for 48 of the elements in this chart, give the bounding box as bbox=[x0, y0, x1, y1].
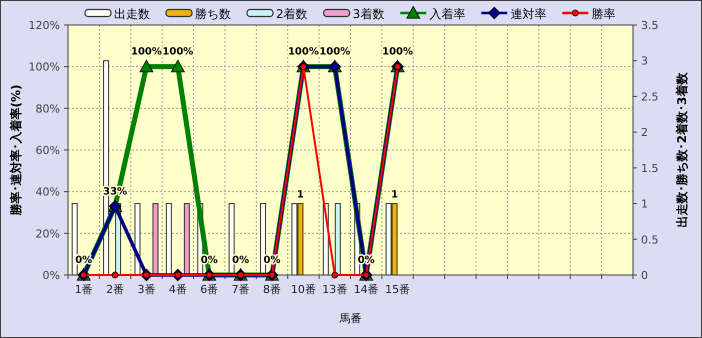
y-axis-title: 勝率･連対率･入着率(%) bbox=[9, 84, 23, 216]
legend-label: 出走数 bbox=[114, 7, 150, 21]
legend-label: 勝ち数 bbox=[195, 7, 231, 21]
y-tick-label: 40% bbox=[36, 186, 60, 199]
x-tick-label: 2番 bbox=[106, 283, 124, 296]
x-tick-label: 7番 bbox=[232, 283, 250, 296]
legend-label: 勝率 bbox=[591, 7, 616, 21]
data-label: 1 bbox=[391, 190, 398, 201]
y-tick-label: 0% bbox=[42, 269, 60, 282]
y2-tick-label: 2.5 bbox=[641, 90, 658, 104]
data-label: 1 bbox=[296, 190, 304, 201]
y2-tick-label: 1.5 bbox=[641, 162, 658, 175]
y2-tick-label: 2 bbox=[641, 126, 648, 140]
x-tick-label: 15番 bbox=[385, 283, 410, 296]
y2-tick-label: 0.5 bbox=[641, 233, 658, 246]
point bbox=[112, 272, 118, 278]
y-tick-label: 80% bbox=[36, 102, 60, 116]
x-axis-title: 馬番 bbox=[338, 312, 362, 325]
y2-tick-label: 1 bbox=[641, 198, 648, 211]
legend-label: 2着数 bbox=[276, 7, 308, 21]
x-tick-label: 13番 bbox=[322, 283, 348, 296]
data-label: 0% bbox=[358, 255, 375, 266]
legend-label: 3着数 bbox=[352, 7, 384, 21]
y-tick-label: 20% bbox=[36, 227, 60, 240]
x-tick-label: 1番 bbox=[74, 283, 93, 296]
y-tick-label: 100% bbox=[28, 60, 60, 74]
x-tick-label: 8番 bbox=[263, 283, 282, 296]
point bbox=[140, 60, 154, 72]
data-label: 100% bbox=[131, 46, 162, 58]
data-label: 100% bbox=[382, 46, 414, 58]
data-label: 100% bbox=[162, 46, 194, 58]
x-tick-label: 3番 bbox=[137, 283, 156, 296]
y2-tick-label: 0 bbox=[641, 269, 648, 282]
data-label: 100% bbox=[319, 46, 350, 58]
x-tick-label: 6番 bbox=[200, 283, 218, 296]
y2-tick-label: 3 bbox=[641, 54, 648, 68]
y2-tick-label: 3.5 bbox=[641, 19, 658, 32]
point bbox=[170, 60, 185, 72]
y-tick-label: 120% bbox=[28, 19, 60, 32]
x-tick-label: 4番 bbox=[168, 283, 187, 296]
y2-axis-title: 出走数･勝ち数･2着数･3着数 bbox=[675, 72, 689, 228]
legend-label: 連対率 bbox=[510, 7, 546, 21]
legend-label: 入着率 bbox=[429, 7, 466, 21]
point bbox=[331, 272, 338, 278]
data-label: 100% bbox=[288, 46, 319, 58]
y-tick-label: 60% bbox=[36, 144, 60, 157]
x-tick-label: 14番 bbox=[354, 283, 379, 296]
x-tick-label: 10番 bbox=[290, 283, 316, 296]
